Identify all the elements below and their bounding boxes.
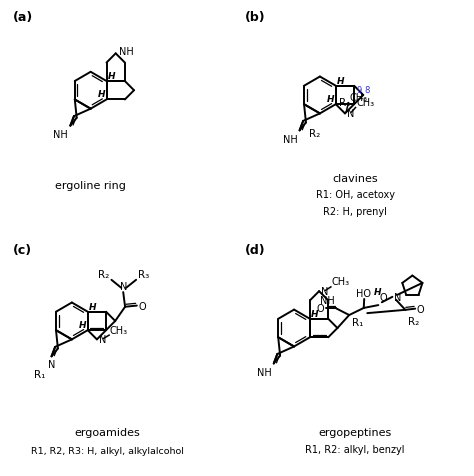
Text: N: N xyxy=(394,292,401,302)
Text: clavines: clavines xyxy=(332,173,378,183)
Text: (b): (b) xyxy=(245,11,265,24)
Text: CH₃: CH₃ xyxy=(331,277,350,287)
Text: H: H xyxy=(327,95,335,104)
Text: NH: NH xyxy=(118,47,133,57)
Text: H: H xyxy=(79,320,87,329)
Text: HO: HO xyxy=(356,288,371,298)
Text: H: H xyxy=(89,302,96,311)
Text: CH₃: CH₃ xyxy=(356,98,374,108)
Text: ergopeptines: ergopeptines xyxy=(319,427,392,437)
Text: H: H xyxy=(108,72,115,80)
Text: (a): (a) xyxy=(13,11,33,24)
Text: ergoline ring: ergoline ring xyxy=(55,180,126,190)
Text: R₂: R₂ xyxy=(98,269,109,279)
Text: R₂: R₂ xyxy=(408,317,419,327)
Text: CH₃: CH₃ xyxy=(349,93,367,103)
Text: NH: NH xyxy=(53,130,68,140)
Text: ergoamides: ergoamides xyxy=(74,427,140,437)
Text: R1: OH, acetoxy: R1: OH, acetoxy xyxy=(316,190,395,200)
Text: NH: NH xyxy=(319,295,334,305)
Text: H: H xyxy=(311,309,319,318)
Text: O: O xyxy=(139,301,146,311)
Text: 9: 9 xyxy=(357,86,362,95)
Text: N: N xyxy=(99,335,106,345)
Text: (c): (c) xyxy=(13,243,32,257)
Text: H: H xyxy=(374,288,381,297)
Text: N: N xyxy=(48,359,55,369)
Text: 8: 8 xyxy=(365,86,370,95)
Text: N: N xyxy=(321,287,328,297)
Text: R₁: R₁ xyxy=(34,369,46,379)
Text: CH₃: CH₃ xyxy=(110,325,128,335)
Text: O: O xyxy=(380,292,387,302)
Text: NH: NH xyxy=(283,135,298,145)
Text: H: H xyxy=(337,76,345,85)
Text: N: N xyxy=(119,282,127,292)
Text: R2: H, prenyl: R2: H, prenyl xyxy=(323,207,387,217)
Text: O: O xyxy=(317,304,325,314)
Text: N: N xyxy=(347,109,354,119)
Text: O: O xyxy=(416,304,424,314)
Text: (d): (d) xyxy=(245,243,265,257)
Text: R₃: R₃ xyxy=(138,269,149,279)
Text: NH: NH xyxy=(257,367,272,377)
Text: R1, R2: alkyl, benzyl: R1, R2: alkyl, benzyl xyxy=(305,444,405,454)
Text: R₁: R₁ xyxy=(338,98,350,108)
Text: R₁: R₁ xyxy=(352,317,364,327)
Text: R1, R2, R3: H, alkyl, alkylalcohol: R1, R2, R3: H, alkyl, alkylalcohol xyxy=(31,446,183,456)
Text: H: H xyxy=(98,90,105,99)
Text: R₂: R₂ xyxy=(309,129,320,139)
